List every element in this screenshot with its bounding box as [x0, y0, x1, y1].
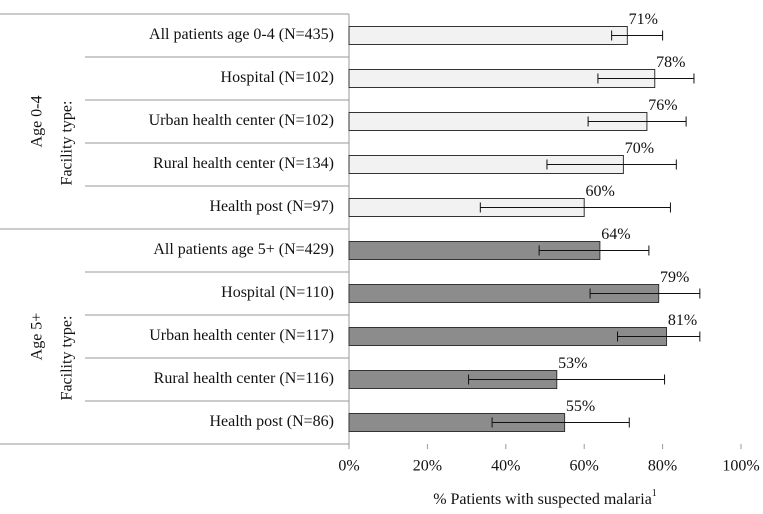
category-label: Health post (N=86) — [209, 413, 334, 430]
value-label: 79% — [660, 269, 689, 286]
value-label: 55% — [566, 398, 595, 415]
x-tick-label: 60% — [570, 458, 599, 475]
x-tick-label: 80% — [648, 458, 677, 475]
category-label: Health post (N=97) — [209, 198, 334, 215]
category-label: All patients age 5+ (N=429) — [153, 241, 334, 258]
value-label: 70% — [625, 140, 654, 157]
error-bar — [491, 417, 630, 428]
value-label: 60% — [586, 183, 615, 200]
error-bar — [538, 245, 650, 256]
error-bar — [479, 202, 671, 213]
value-label: 81% — [668, 312, 697, 329]
group-sublabel: Facility type: — [59, 316, 76, 401]
group-sublabel: Facility type: — [59, 101, 76, 186]
category-label: Hospital (N=102) — [221, 69, 334, 86]
group-label: Age 5+ — [29, 313, 46, 361]
x-tick-label: 100% — [722, 458, 759, 475]
category-label: Urban health center (N=102) — [149, 112, 334, 129]
category-label: All patients age 0-4 (N=435) — [149, 26, 334, 43]
value-label: 64% — [601, 226, 630, 243]
x-tick-label: 0% — [338, 458, 359, 475]
x-axis-title-text: % Patients with suspected malaria — [433, 491, 652, 508]
x-tick-label: 20% — [413, 458, 442, 475]
x-axis-title-note: 1 — [652, 488, 657, 499]
value-label: 78% — [656, 54, 685, 71]
value-label: 71% — [629, 11, 658, 28]
group-label: Age 0-4 — [29, 96, 46, 148]
x-tick-label: 40% — [491, 458, 520, 475]
error-bar — [611, 30, 664, 41]
value-label: 76% — [648, 97, 677, 114]
error-bar — [597, 73, 695, 84]
category-label: Hospital (N=110) — [221, 284, 334, 301]
error-bar — [468, 374, 666, 385]
error-bar — [617, 331, 701, 342]
error-bar — [589, 288, 701, 299]
x-axis-title: % Patients with suspected malaria1 — [433, 488, 657, 507]
value-label: 53% — [558, 355, 587, 372]
error-bar — [546, 159, 677, 170]
category-label: Urban health center (N=117) — [149, 327, 334, 344]
category-label: Rural health center (N=116) — [154, 370, 334, 387]
error-bar — [587, 116, 687, 127]
bar — [348, 26, 628, 45]
category-label: Rural health center (N=134) — [153, 155, 334, 172]
